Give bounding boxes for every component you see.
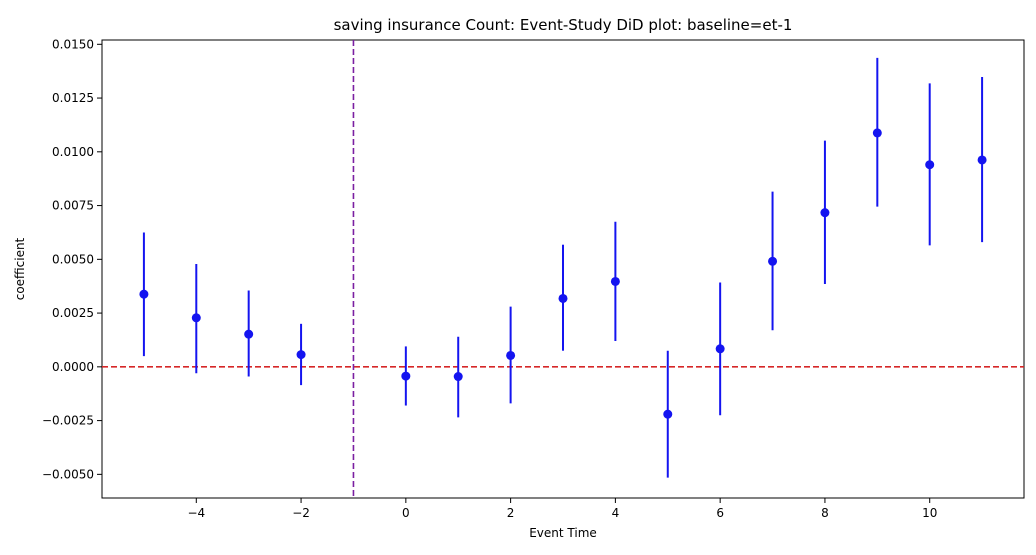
- data-point: [768, 256, 778, 266]
- y-tick-label: 0.0150: [52, 37, 94, 51]
- y-axis-label: coefficient: [13, 237, 27, 300]
- data-point: [506, 350, 516, 360]
- y-tick-label: 0.0025: [52, 306, 94, 320]
- data-point: [191, 313, 201, 323]
- chart-title: saving insurance Count: Event-Study DiD …: [334, 16, 793, 34]
- x-tick-label: −2: [292, 506, 310, 520]
- data-point: [663, 409, 673, 419]
- data-point: [977, 155, 987, 165]
- data-point: [139, 289, 149, 299]
- x-axis-label: Event Time: [529, 526, 597, 540]
- x-tick-label: 10: [922, 506, 937, 520]
- data-point: [401, 371, 411, 381]
- y-tick-label: 0.0125: [52, 91, 94, 105]
- y-tick-label: 0.0075: [52, 199, 94, 213]
- y-tick-label: 0.0050: [52, 252, 94, 266]
- data-point: [610, 276, 620, 286]
- data-point: [244, 329, 254, 339]
- x-tick-label: 4: [612, 506, 620, 520]
- y-tick-label: −0.0050: [42, 467, 94, 481]
- data-point: [820, 208, 830, 218]
- data-point: [453, 372, 463, 382]
- y-tick-label: −0.0025: [42, 414, 94, 428]
- data-point: [296, 350, 306, 360]
- y-tick-label: 0.0000: [52, 360, 94, 374]
- data-point: [715, 344, 725, 354]
- data-point: [558, 293, 568, 303]
- y-tick-label: 0.0100: [52, 145, 94, 159]
- plot-frame: [101, 39, 1025, 499]
- x-tick-label: −4: [187, 506, 205, 520]
- data-point: [925, 160, 935, 170]
- x-tick-label: 0: [402, 506, 410, 520]
- plot-area: −4 −2 0 2 4 6 8 10 −0.0050 −0.0025 0.0000 0.0025 0.0…: [42, 37, 1025, 520]
- x-tick-label: 2: [507, 506, 515, 520]
- x-tick-label: 8: [821, 506, 829, 520]
- data-point: [872, 128, 882, 138]
- x-tick-label: 6: [716, 506, 724, 520]
